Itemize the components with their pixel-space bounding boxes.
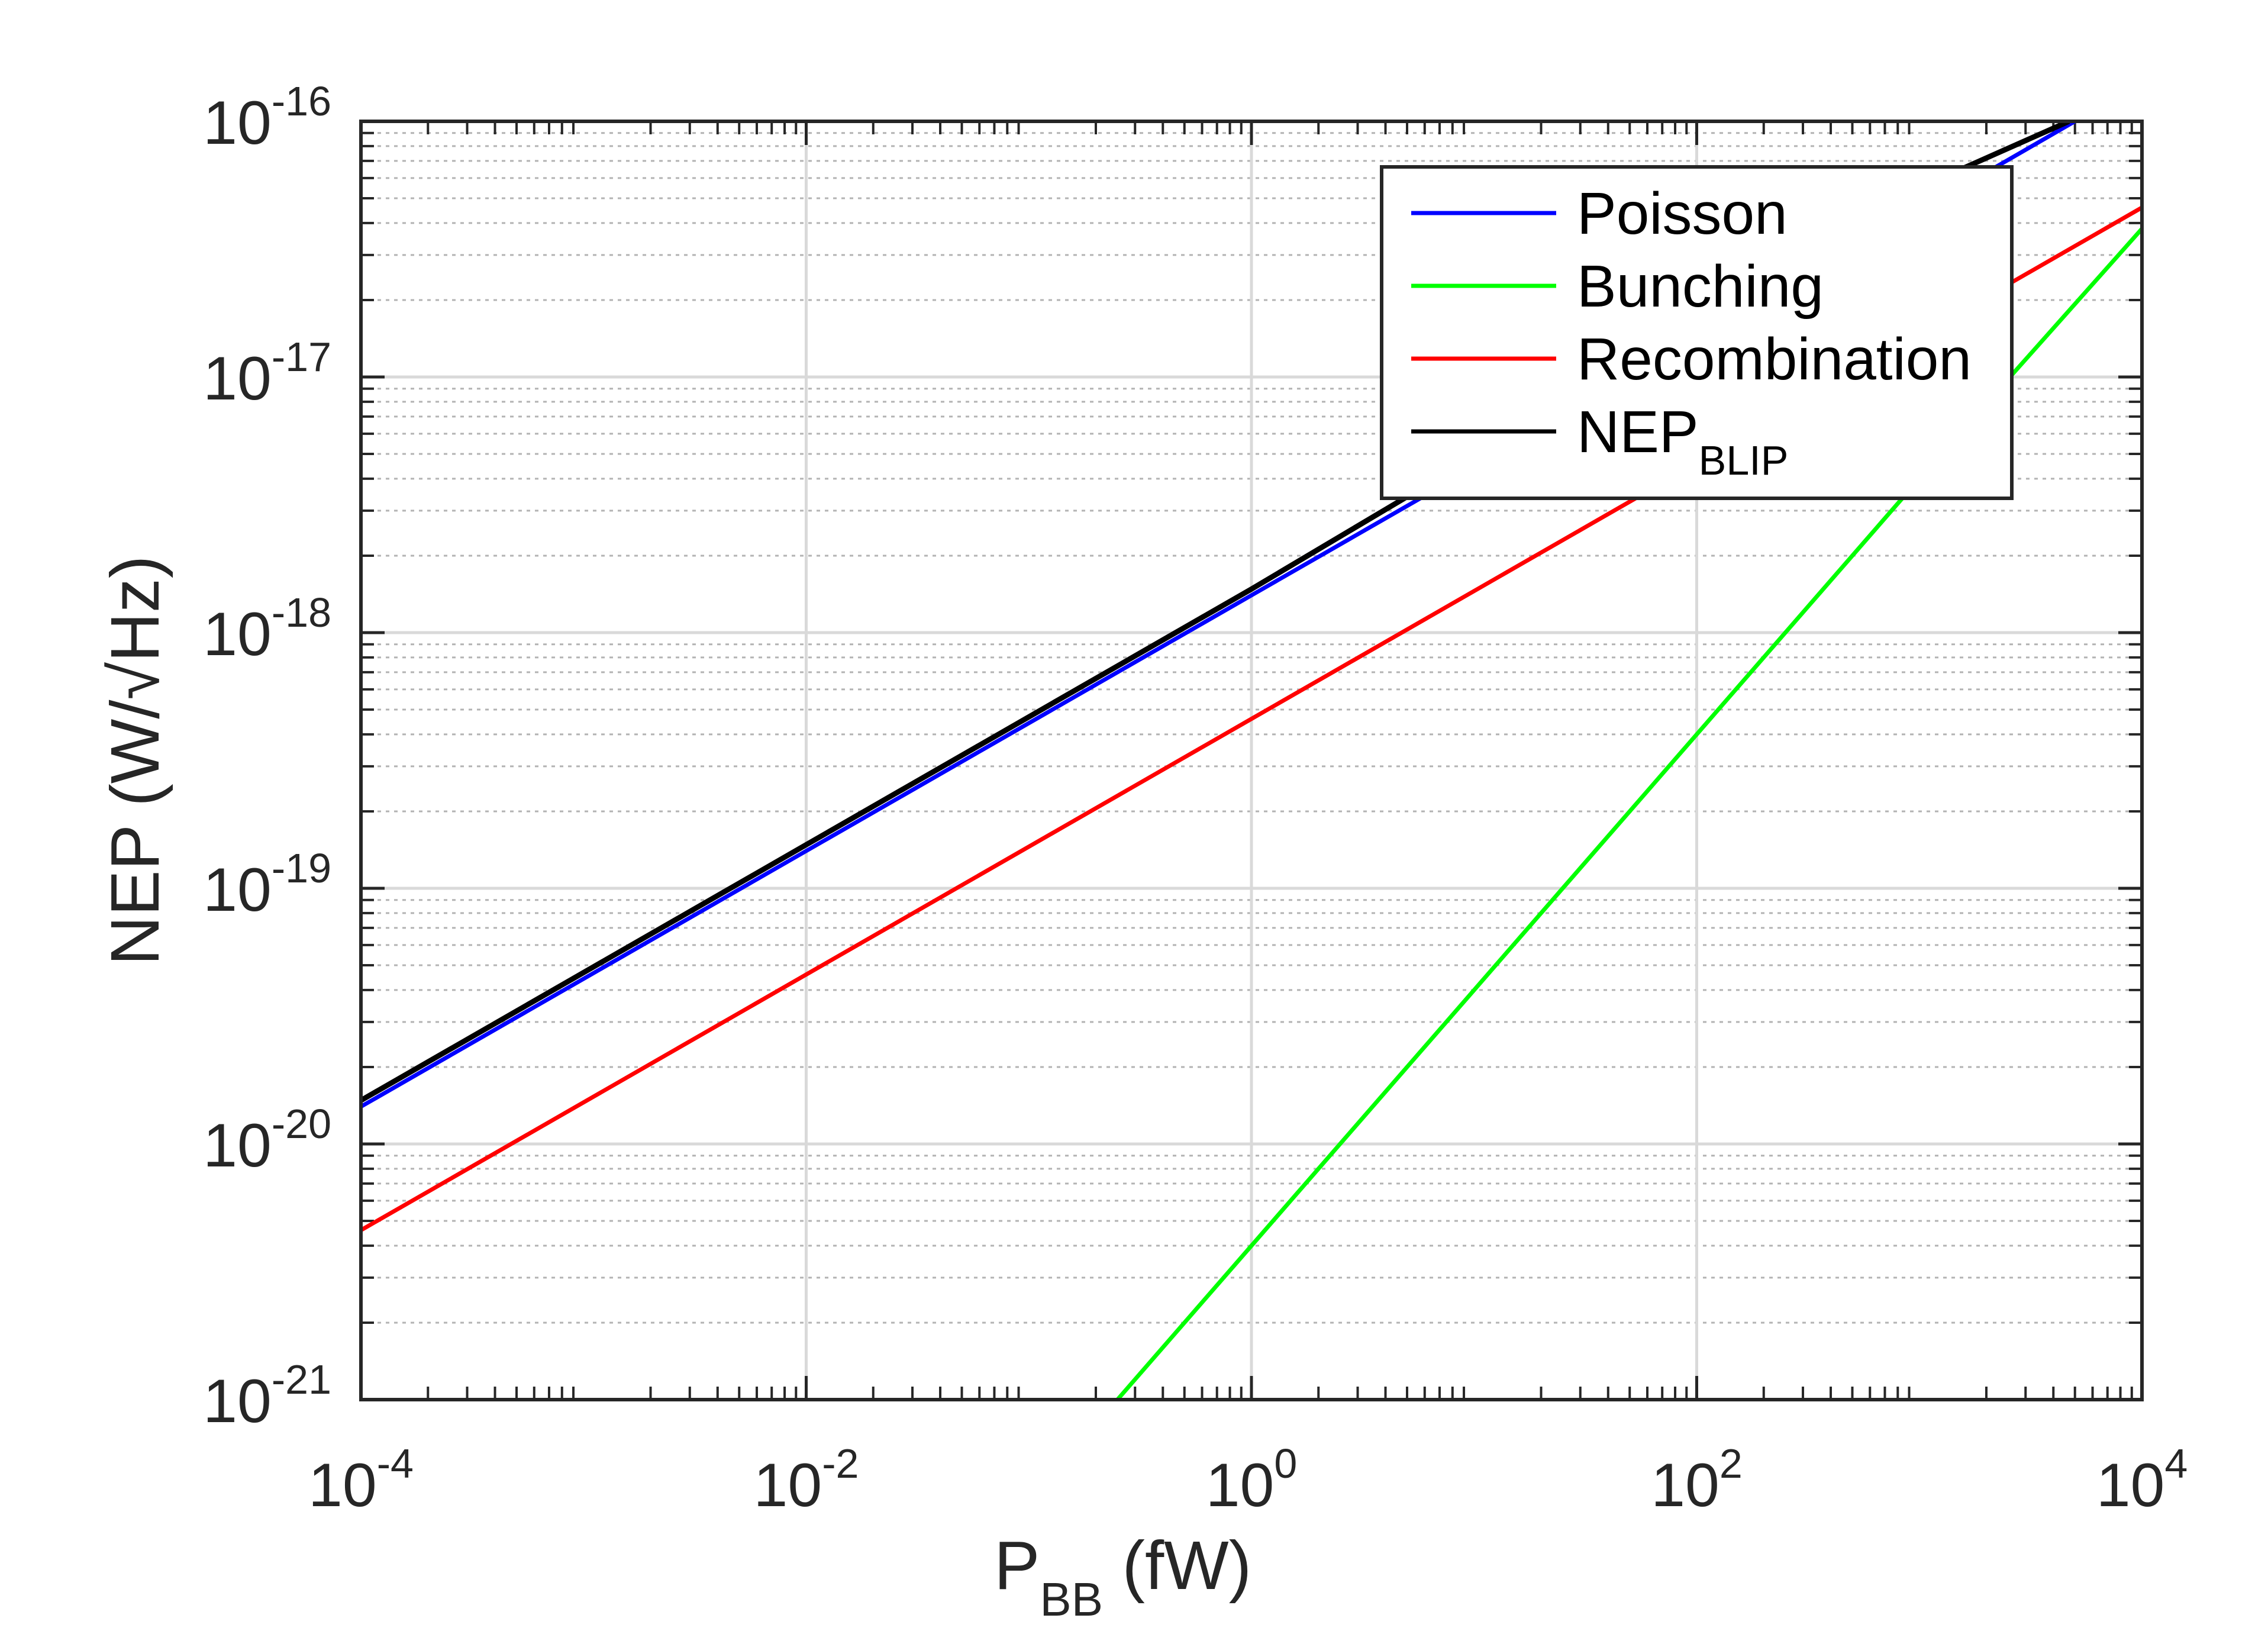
y-tick-label: 10-18 — [203, 589, 331, 669]
tick-labels: 10-21 10-20 10-19 10-18 10-17 10-16 10-4 10-2 10… — [203, 78, 2188, 1520]
x-tick-label: 104 — [2096, 1440, 2188, 1520]
y-tick-label: 10-21 — [203, 1356, 331, 1436]
legend-label-bunching: Bunching — [1577, 253, 1824, 320]
x-tick-label: 100 — [1206, 1440, 1298, 1520]
y-tick-label: 10-17 — [203, 334, 331, 413]
x-tick-label: 102 — [1651, 1440, 1743, 1520]
plot-frame — [359, 120, 2144, 1401]
y-tick-label: 10-16 — [203, 78, 331, 157]
y-tick-label: 10-19 — [203, 845, 331, 924]
y-axis-label: NEP (W/√Hz) — [96, 555, 173, 965]
x-axis-label: PBB (fW) — [994, 1527, 1251, 1626]
legend-box — [1380, 165, 2014, 500]
legend-label-poisson: Poisson — [1577, 181, 1788, 247]
legend-label-recombination: Recombination — [1577, 326, 1972, 392]
x-tick-label: 10-2 — [754, 1440, 859, 1520]
y-tick-label: 10-20 — [203, 1101, 331, 1180]
legend-label-nepblip: NEPBLIP — [1577, 399, 1788, 484]
x-tick-label: 10-4 — [308, 1440, 414, 1520]
